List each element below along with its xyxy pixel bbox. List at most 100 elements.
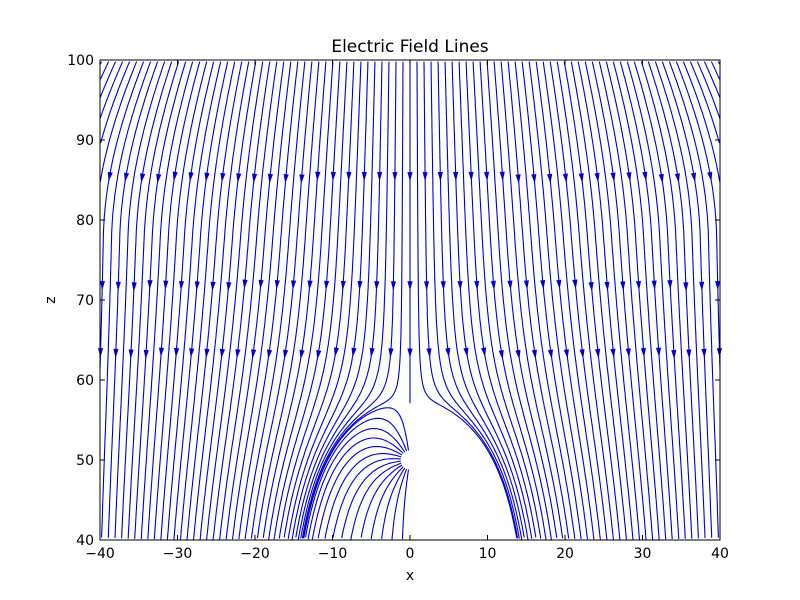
field-line <box>166 61 222 540</box>
y-tick-label: 50 <box>76 453 94 469</box>
field-line <box>300 61 390 539</box>
field-arrow <box>572 279 578 289</box>
field-line <box>244 61 306 539</box>
field-arrow <box>220 172 226 183</box>
field-arrow <box>267 349 273 359</box>
field-line <box>134 61 187 539</box>
field-line <box>370 466 404 540</box>
field-arrow <box>210 281 216 292</box>
field-arrow <box>113 348 119 359</box>
field-arrow <box>515 349 521 360</box>
field-line <box>401 469 410 540</box>
field-line <box>682 61 721 182</box>
x-tick-label: −40 <box>85 546 115 562</box>
field-arrow <box>626 172 632 182</box>
field-arrow <box>440 281 446 291</box>
stream-arrows <box>98 171 722 360</box>
field-arrow <box>499 171 505 182</box>
field-arrow <box>156 173 162 184</box>
field-arrow <box>515 174 521 184</box>
field-arrow <box>107 171 113 182</box>
field-arrow <box>346 171 352 182</box>
field-arrow <box>671 349 677 360</box>
field-line <box>262 61 327 538</box>
field-arrow <box>701 348 707 359</box>
field-arrow <box>226 282 232 292</box>
field-line <box>479 61 547 540</box>
field-arrow <box>563 349 569 359</box>
field-line <box>193 61 250 540</box>
field-line <box>381 467 406 539</box>
field-arrow <box>683 282 689 292</box>
field-arrow <box>369 347 375 358</box>
field-line <box>430 61 520 539</box>
field-arrow <box>99 281 105 291</box>
field-arrow <box>374 281 380 291</box>
field-line <box>179 61 236 540</box>
field-arrow <box>484 171 490 182</box>
x-axis-label: x <box>406 568 414 584</box>
field-line <box>186 61 243 540</box>
field-arrow <box>578 173 584 183</box>
field-arrow <box>274 280 280 290</box>
field-arrow <box>437 172 443 182</box>
field-line <box>99 61 117 98</box>
field-arrow <box>258 279 264 290</box>
field-arrow <box>316 350 322 360</box>
field-arrow <box>674 173 680 183</box>
x-tick-label: −10 <box>318 546 348 562</box>
field-line <box>570 61 627 540</box>
field-arrow <box>407 348 413 358</box>
field-line <box>332 458 401 538</box>
field-line <box>160 61 215 540</box>
field-arrow <box>422 172 428 182</box>
field-line <box>307 427 406 540</box>
field-arrow <box>699 281 705 291</box>
field-arrow <box>131 282 137 292</box>
field-line <box>250 61 313 539</box>
field-arrow <box>194 281 200 291</box>
field-line <box>283 61 355 538</box>
field-arrow <box>715 281 721 291</box>
field-arrow <box>174 348 180 358</box>
field-line <box>577 61 634 540</box>
stream-lines <box>99 61 721 541</box>
field-line <box>661 61 713 538</box>
field-arrow <box>474 280 480 291</box>
field-line <box>528 61 589 540</box>
field-arrow <box>98 348 104 358</box>
field-line <box>99 61 138 182</box>
field-line <box>99 61 145 370</box>
field-arrow <box>140 173 146 183</box>
field-line <box>514 61 576 539</box>
field-arrow <box>179 281 185 291</box>
field-arrow <box>424 281 430 291</box>
field-line <box>640 61 693 539</box>
field-arrow <box>610 172 616 183</box>
field-line <box>493 61 558 538</box>
field-arrow <box>333 347 339 357</box>
field-arrow <box>667 280 673 290</box>
field-arrow <box>507 280 513 290</box>
field-line <box>199 61 257 540</box>
field-line <box>341 460 401 539</box>
field-arrow <box>188 172 194 182</box>
field-arrow <box>147 280 153 290</box>
y-tick-label: 60 <box>76 373 94 389</box>
field-line <box>291 61 369 540</box>
field-arrow <box>351 347 357 358</box>
field-line <box>173 61 229 540</box>
field-arrow <box>204 172 210 183</box>
field-arrow <box>115 281 121 291</box>
field-line <box>696 61 721 119</box>
field-arrow <box>523 280 529 290</box>
field-line <box>472 61 542 539</box>
field-arrow <box>453 172 459 182</box>
x-tick-label: 0 <box>406 546 415 562</box>
field-line <box>458 61 533 539</box>
field-arrow <box>407 172 413 182</box>
field-arrow <box>219 348 225 359</box>
chart-title: Electric Field Lines <box>331 37 488 57</box>
field-line <box>114 61 166 539</box>
field-line <box>278 61 348 539</box>
